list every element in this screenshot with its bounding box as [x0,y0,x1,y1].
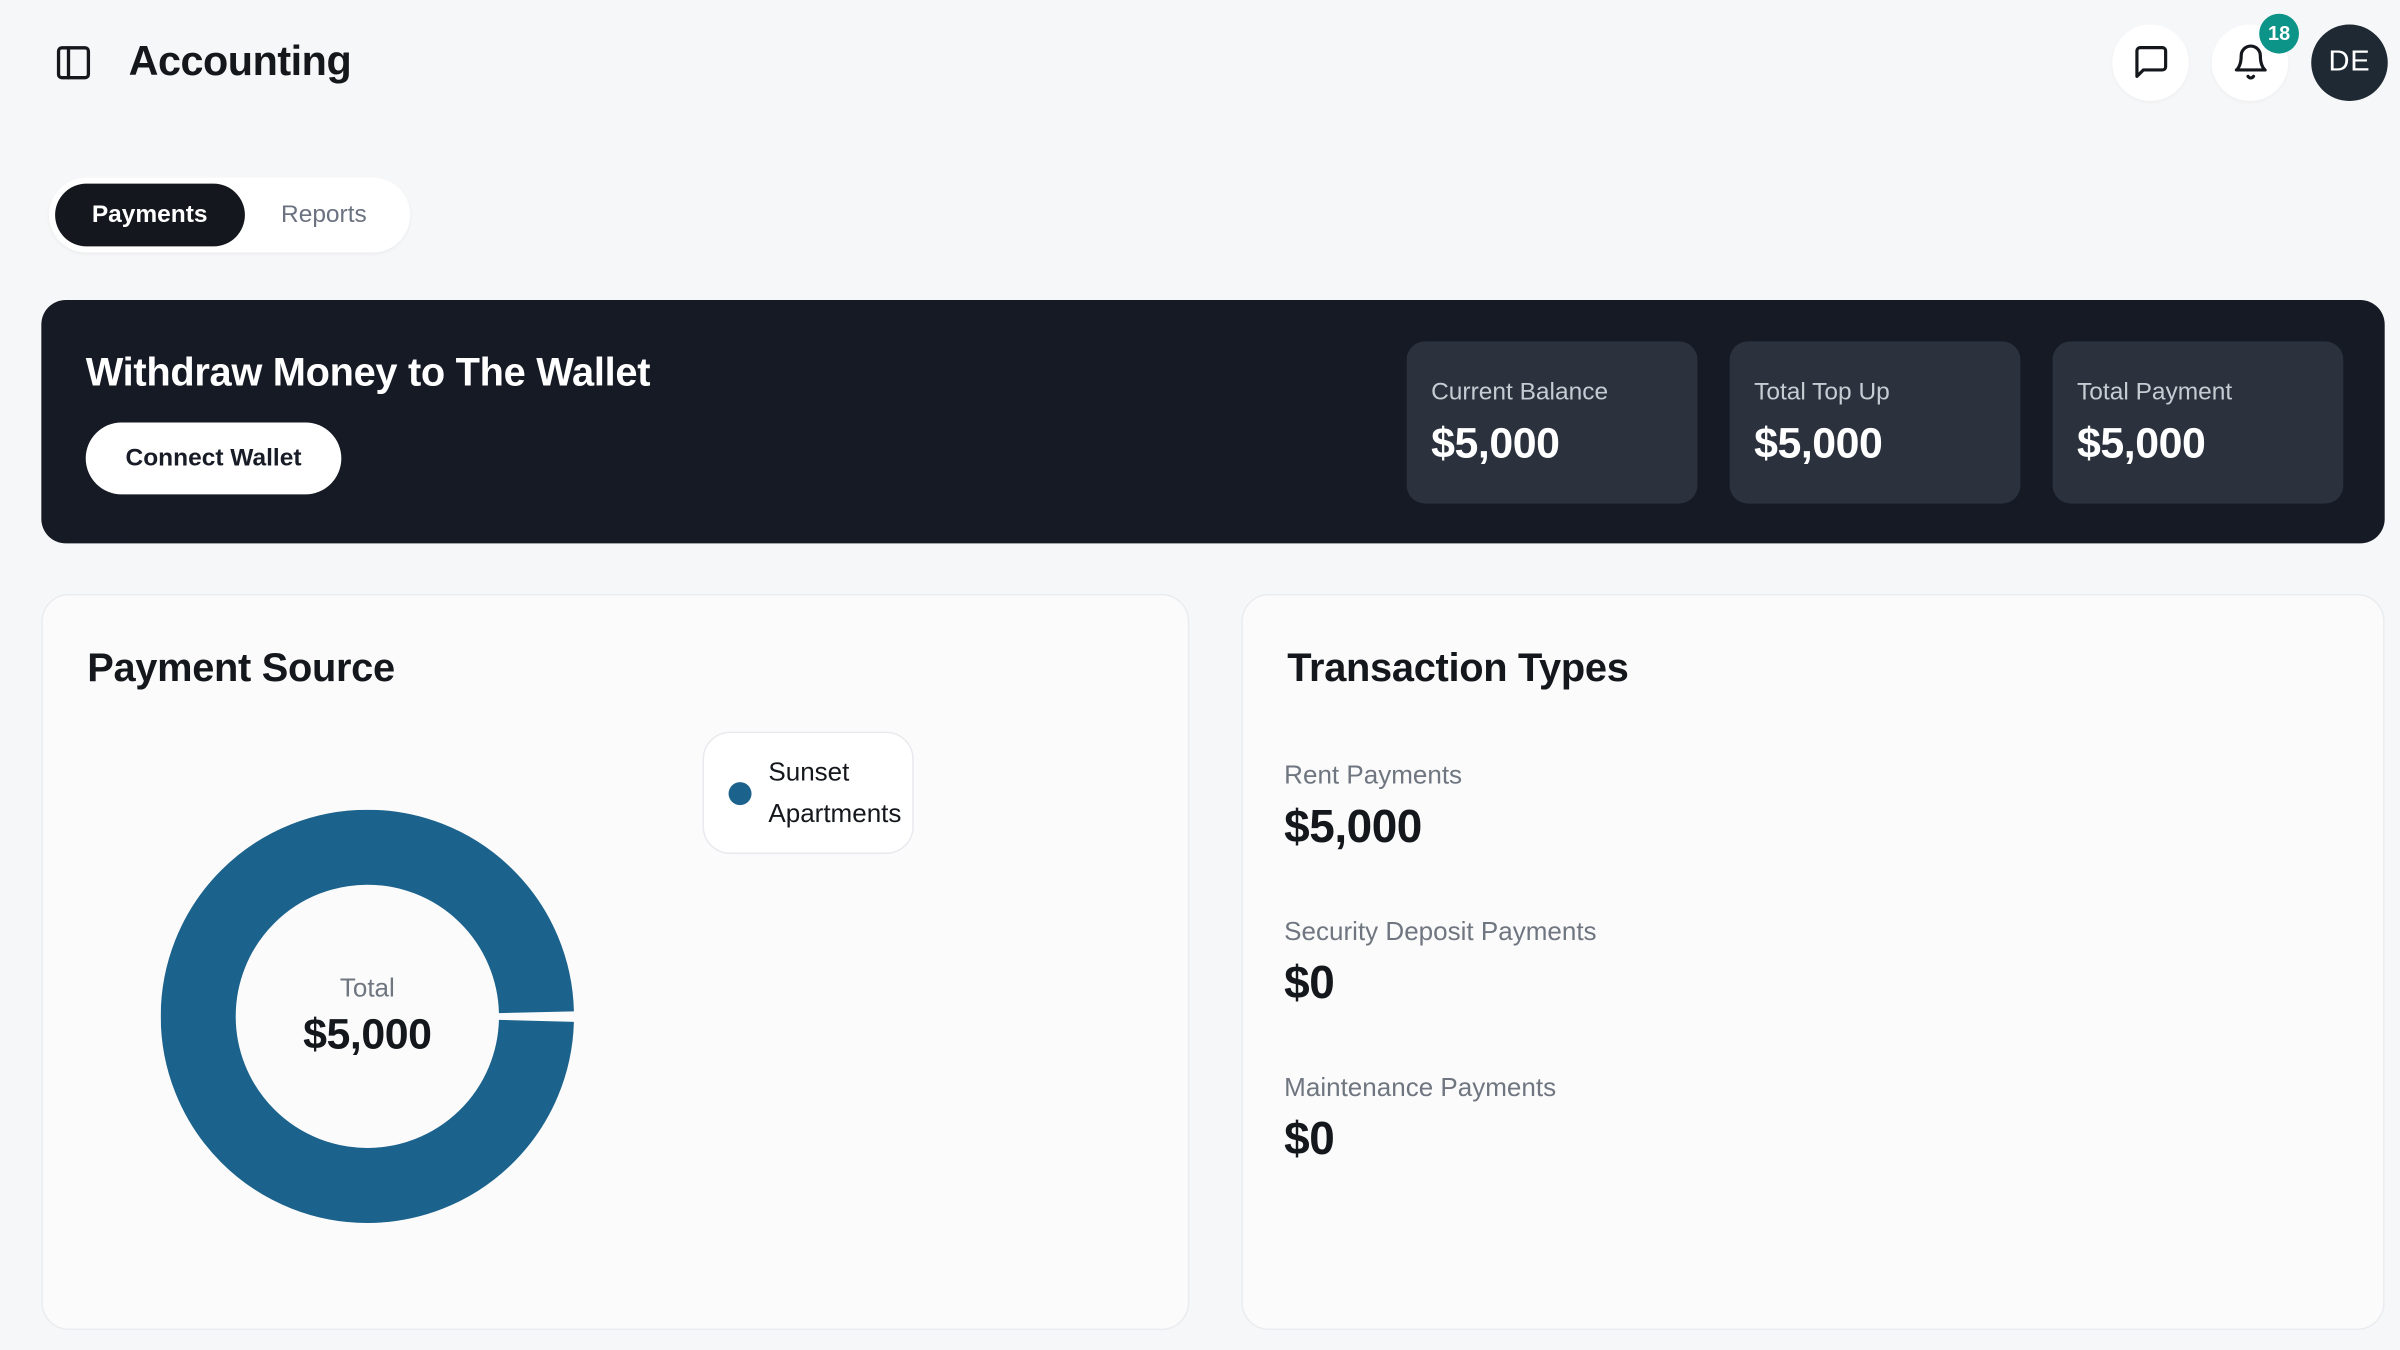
legend-dot [728,781,752,805]
donut-ring[interactable] [160,809,574,1223]
chat-icon [2131,43,2169,81]
stat-value: $5,000 [1754,418,1883,467]
page-title: Accounting [128,38,352,85]
stat-card-current-balance: Current Balance $5,000 [1406,340,1698,503]
notifications-button[interactable]: 18 [2211,13,2299,101]
panel-left-icon [54,42,94,82]
stat-label: Current Balance [1431,378,1609,405]
chart-legend: Sunset Apartments [702,731,914,855]
stat-value: $5,000 [1431,418,1560,467]
metric-rent-payments: Rent Payments $5,000 [1284,761,2383,854]
stat-label: Total Payment [2077,378,2233,405]
sidebar-toggle-button[interactable] [51,39,97,85]
donut-total-label: Total [339,973,395,1003]
donut-chart: Total $5,000 [160,809,574,1223]
metric-label: Rent Payments [1284,760,1463,790]
legend-label: Sunset Apartments [768,757,902,829]
metric-label: Security Deposit Payments [1284,916,1597,946]
wallet-banner: Withdraw Money to The Wallet Connect Wal… [41,299,2385,544]
tab-bar: Payments Reports [48,177,410,253]
tab-reports[interactable]: Reports [244,184,403,247]
metric-value: $5,000 [1284,802,1422,853]
donut-total-value: $5,000 [303,1010,432,1058]
tab-payments[interactable]: Payments [55,183,245,247]
transaction-types-title: Transaction Types [1287,644,1629,691]
stat-value: $5,000 [2077,418,2206,467]
avatar[interactable]: DE [2311,23,2388,101]
metric-security-deposit-payments: Security Deposit Payments $0 [1284,917,2383,1010]
connect-wallet-button[interactable]: Connect Wallet [85,422,342,495]
payment-source-title: Payment Source [87,644,395,691]
donut-center: Total $5,000 [161,810,574,1223]
notification-badge: 18 [2259,13,2299,53]
banner-title: Withdraw Money to The Wallet [85,348,651,395]
top-bar: Accounting 18 DE [0,0,2400,101]
transaction-metrics: Rent Payments $5,000 Security Deposit Pa… [1243,692,2383,1166]
top-bar-left: Accounting [51,38,352,85]
payment-source-card: Payment Source Total $5,000 Sunset Apart… [41,593,1190,1331]
stat-card-total-top-up: Total Top Up $5,000 [1729,340,2021,503]
content-row: Payment Source Total $5,000 Sunset Apart… [41,593,2385,1331]
transaction-types-card: Transaction Types Rent Payments $5,000 S… [1241,593,2385,1331]
metric-label: Maintenance Payments [1284,1072,1557,1103]
top-bar-right: 18 DE [2112,13,2388,101]
stat-card-total-payment: Total Payment $5,000 [2052,340,2344,503]
stat-label: Total Top Up [1754,378,1890,405]
banner-stats: Current Balance $5,000 Total Top Up $5,0… [1406,340,2344,503]
metric-value: $0 [1284,1114,1335,1165]
metric-value: $0 [1284,958,1335,1009]
messages-button[interactable] [2112,23,2189,101]
metric-maintenance-payments: Maintenance Payments $0 [1284,1073,2383,1166]
donut-svg [160,809,574,1223]
wallet-banner-left: Withdraw Money to The Wallet Connect Wal… [85,348,651,495]
bell-icon [2231,43,2269,81]
